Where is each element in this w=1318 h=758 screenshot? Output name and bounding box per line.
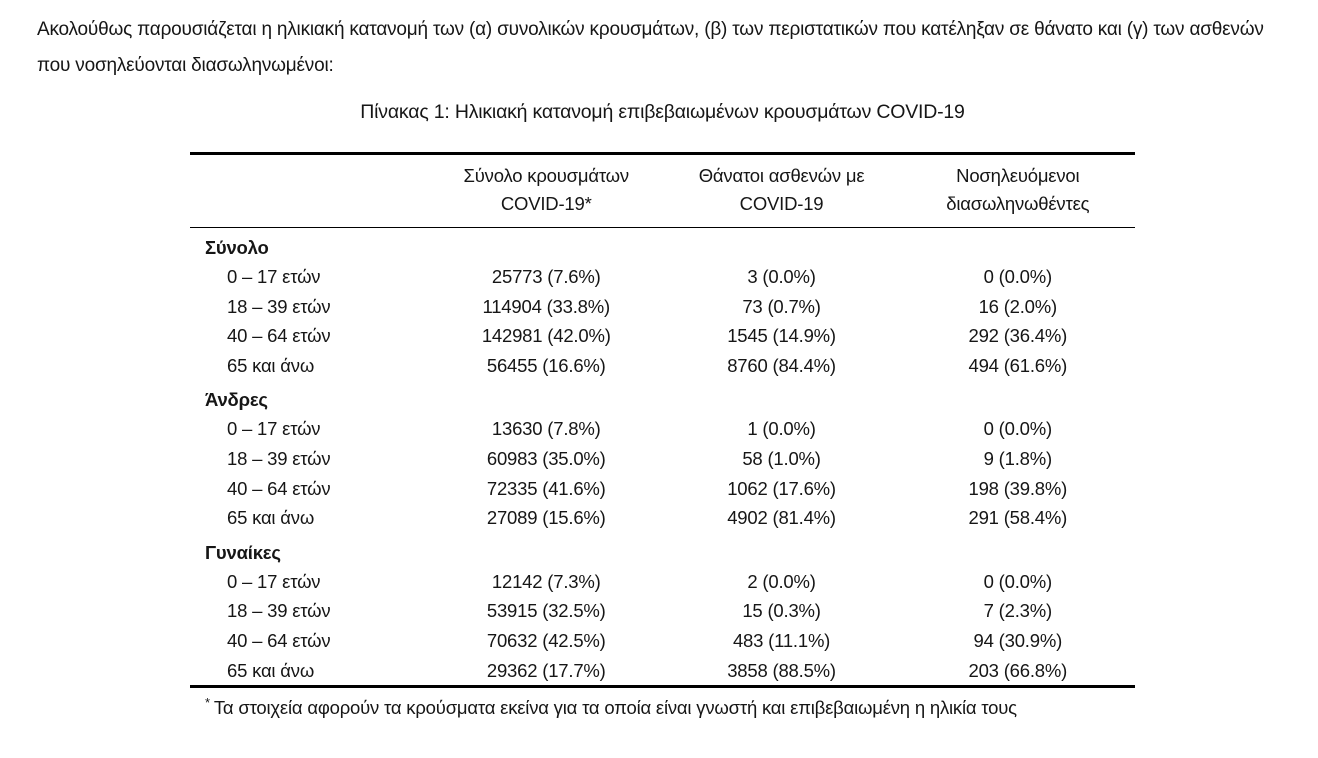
deaths-cell: 8760 (84.4%) xyxy=(727,354,836,376)
column-header-deaths-line2: COVID-19 xyxy=(739,193,824,214)
column-header-intubated: Νοσηλευόμενοι διασωληνωθέντες xyxy=(901,162,1135,218)
footnote-asterisk: * xyxy=(205,695,210,711)
covid-age-distribution-table: Σύνολο κρουσμάτων COVID-19* Θάνατοι ασθε… xyxy=(190,152,1135,719)
age-band-label: 65 και άνω xyxy=(227,659,315,681)
age-band-label: 0 – 17 ετών xyxy=(227,266,321,287)
column-header-cases-line1: Σύνολο κρουσμάτων xyxy=(463,165,630,186)
footnote-text: Τα στοιχεία αφορούν τα κρούσματα εκείνα … xyxy=(213,697,1017,719)
table-title: Πίνακας 1: Ηλικιακή κατανομή επιβεβαιωμέ… xyxy=(360,101,965,123)
deaths-cell: 73 (0.7%) xyxy=(742,295,821,317)
deaths-cell: 1 (0.0%) xyxy=(747,418,816,440)
deaths-cell: 483 (11.1%) xyxy=(732,629,831,651)
deaths-cell: 2 (0.0%) xyxy=(747,570,816,592)
table-row: 0 – 17 ετών 25773 (7.6%) 3 (0.0%) 0 (0.0… xyxy=(190,262,1135,292)
intubated-cell: 94 (30.9%) xyxy=(973,629,1063,651)
age-band-label: 65 και άνω xyxy=(227,354,315,376)
cases-cell: 12142 (7.3%) xyxy=(491,570,601,592)
table-row: 65 και άνω 56455 (16.6%) 8760 (84.4%) 49… xyxy=(190,351,1135,381)
intubated-cell: 7 (2.3%) xyxy=(983,600,1053,622)
intubated-cell: 0 (0.0%) xyxy=(983,266,1053,287)
intubated-cell: 198 (39.8%) xyxy=(968,477,1068,499)
deaths-cell: 4902 (81.4%) xyxy=(727,507,836,529)
intubated-cell: 292 (36.4%) xyxy=(968,325,1068,347)
group-total: Σύνολο 0 – 17 ετών 25773 (7.6%) 3 (0.0%)… xyxy=(190,228,1135,380)
age-band-label: 40 – 64 ετών xyxy=(227,325,331,347)
column-header-intubated-line1: Νοσηλευόμενοι xyxy=(956,165,1080,186)
deaths-cell: 3 (0.0%) xyxy=(747,266,816,287)
age-band-label: 40 – 64 ετών xyxy=(227,477,331,499)
column-header-deaths-line1: Θάνατοι ασθενών με xyxy=(698,165,865,186)
group-men: Άνδρες 0 – 17 ετών 13630 (7.8%) 1 (0.0%)… xyxy=(190,380,1135,532)
group-label-men: Άνδρες xyxy=(205,389,268,411)
column-header-deaths: Θάνατοι ασθενών με COVID-19 xyxy=(662,162,900,218)
table-row: 0 – 17 ετών 13630 (7.8%) 1 (0.0%) 0 (0.0… xyxy=(190,414,1135,444)
table-row: 65 και άνω 27089 (15.6%) 4902 (81.4%) 29… xyxy=(190,503,1135,533)
cases-cell: 142981 (42.0%) xyxy=(481,325,611,347)
age-band-label: 18 – 39 ετών xyxy=(227,295,331,317)
group-label-women: Γυναίκες xyxy=(205,541,281,563)
intubated-cell: 16 (2.0%) xyxy=(978,295,1058,317)
table-bottom-rule xyxy=(190,685,1135,689)
group-label-total: Σύνολο xyxy=(205,237,269,258)
table-row: 18 – 39 ετών 53915 (32.5%) 15 (0.3%) 7 (… xyxy=(190,596,1135,626)
table-row: 40 – 64 ετών 70632 (42.5%) 483 (11.1%) 9… xyxy=(190,626,1135,656)
table-row: 0 – 17 ετών 12142 (7.3%) 2 (0.0%) 0 (0.0… xyxy=(190,567,1135,597)
age-band-label: 65 και άνω xyxy=(227,507,315,529)
cases-cell: 70632 (42.5%) xyxy=(486,629,606,651)
table-row: 65 και άνω 29362 (17.7%) 3858 (88.5%) 20… xyxy=(190,656,1135,686)
age-band-label: 18 – 39 ετών xyxy=(227,600,331,622)
cases-cell: 56455 (16.6%) xyxy=(486,354,606,376)
table-header-row: Σύνολο κρουσμάτων COVID-19* Θάνατοι ασθε… xyxy=(190,155,1135,227)
cases-cell: 114904 (33.8%) xyxy=(482,295,611,317)
table-row: 40 – 64 ετών 72335 (41.6%) 1062 (17.6%) … xyxy=(190,474,1135,504)
age-band-label: 18 – 39 ετών xyxy=(227,447,331,469)
deaths-cell: 58 (1.0%) xyxy=(742,447,821,469)
column-header-cases-line2: COVID-19* xyxy=(500,193,592,214)
cases-cell: 25773 (7.6%) xyxy=(491,266,601,287)
table-row: 18 – 39 ετών 114904 (33.8%) 73 (0.7%) 16… xyxy=(190,292,1135,322)
cases-cell: 27089 (15.6%) xyxy=(486,507,606,529)
age-band-label: 0 – 17 ετών xyxy=(227,570,321,592)
table-header-rule xyxy=(190,227,1135,228)
table-row: 18 – 39 ετών 60983 (35.0%) 58 (1.0%) 9 (… xyxy=(190,444,1135,474)
cases-cell: 60983 (35.0%) xyxy=(486,447,606,469)
intubated-cell: 0 (0.0%) xyxy=(983,418,1053,440)
deaths-cell: 3858 (88.5%) xyxy=(727,659,836,681)
deaths-cell: 1062 (17.6%) xyxy=(727,477,836,499)
cases-cell: 29362 (17.7%) xyxy=(486,659,606,681)
table-footnote: * Τα στοιχεία αφορούν τα κρούσματα εκείνα… xyxy=(190,688,1135,719)
cases-cell: 72335 (41.6%) xyxy=(486,477,606,499)
intubated-cell: 0 (0.0%) xyxy=(983,570,1053,592)
table-top-rule xyxy=(190,152,1135,155)
column-header-intubated-line2: διασωληνωθέντες xyxy=(946,193,1090,214)
intubated-cell: 291 (58.4%) xyxy=(968,507,1068,529)
column-header-empty xyxy=(190,162,430,218)
intro-paragraph: Ακολούθως παρουσιάζεται η ηλικιακή καταν… xyxy=(37,19,1264,76)
cases-cell: 13630 (7.8%) xyxy=(491,418,601,440)
age-band-label: 0 – 17 ετών xyxy=(227,418,321,440)
cases-cell: 53915 (32.5%) xyxy=(486,600,606,622)
deaths-cell: 1545 (14.9%) xyxy=(727,325,836,347)
group-women: Γυναίκες 0 – 17 ετών 12142 (7.3%) 2 (0.0… xyxy=(190,533,1135,685)
intubated-cell: 203 (66.8%) xyxy=(968,659,1068,681)
intubated-cell: 494 (61.6%) xyxy=(968,354,1068,376)
age-band-label: 40 – 64 ετών xyxy=(227,629,331,651)
deaths-cell: 15 (0.3%) xyxy=(742,600,821,622)
table-row: 40 – 64 ετών 142981 (42.0%) 1545 (14.9%)… xyxy=(190,321,1135,351)
column-header-cases: Σύνολο κρουσμάτων COVID-19* xyxy=(430,162,662,218)
intubated-cell: 9 (1.8%) xyxy=(983,447,1053,469)
